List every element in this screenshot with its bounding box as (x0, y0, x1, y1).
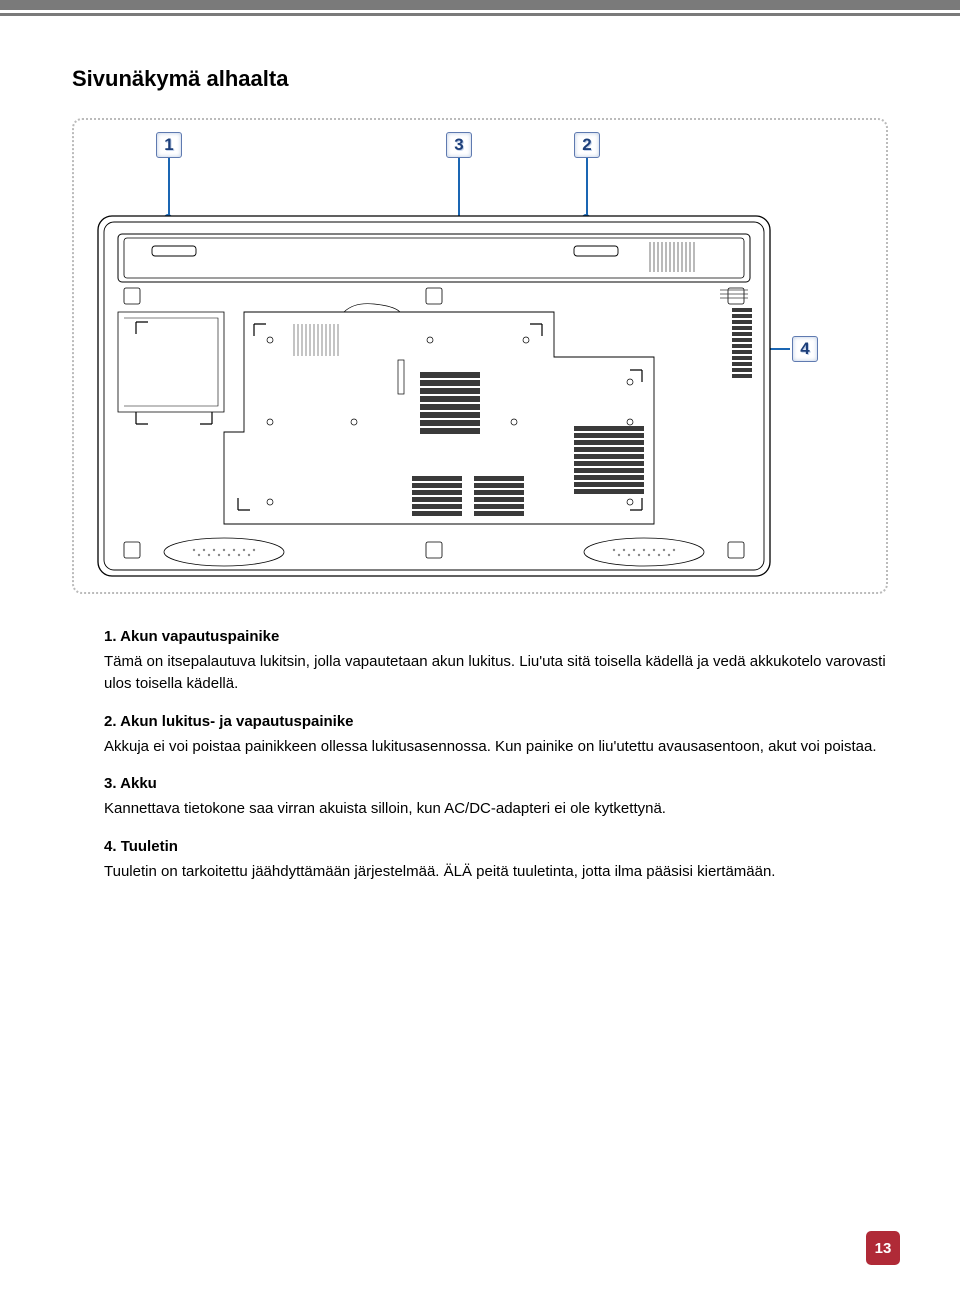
item-description: Akkuja ei voi poistaa painikkeen ollessa… (104, 736, 888, 758)
page-title: Sivunäkymä alhaalta (72, 66, 888, 92)
header-rule (0, 0, 960, 10)
item-heading: 2. Akun lukitus- ja vapautuspainike (104, 713, 888, 730)
leader-2 (586, 158, 588, 216)
callout-1: 1 (156, 132, 182, 158)
leader-3 (458, 158, 460, 218)
list-item: 3. Akku Kannettava tietokone saa virran … (104, 775, 888, 820)
callout-2: 2 (574, 132, 600, 158)
item-description: Tämä on itsepalautuva lukitsin, jolla va… (104, 651, 888, 695)
item-number: 3. (104, 775, 117, 792)
list-item: 4. Tuuletin Tuuletin on tarkoitettu jääh… (104, 838, 888, 883)
item-title: Akun lukitus- ja vapautuspainike (120, 713, 353, 730)
leader-1 (168, 158, 170, 216)
item-number: 1. (104, 628, 117, 645)
callout-badge-3: 3 (446, 132, 472, 158)
callout-badge-1: 1 (156, 132, 182, 158)
item-heading: 3. Akku (104, 775, 888, 792)
callout-4: 4 (792, 336, 818, 362)
callout-3: 3 (446, 132, 472, 158)
component-list: 1. Akun vapautuspainike Tämä on itsepala… (72, 628, 888, 883)
item-title: Akun vapautuspainike (120, 628, 279, 645)
item-description: Tuuletin on tarkoitettu jäähdyttämään jä… (104, 861, 888, 883)
list-item: 2. Akun lukitus- ja vapautuspainike Akku… (104, 713, 888, 758)
item-number: 2. (104, 713, 117, 730)
laptop-bottom-diagram (94, 212, 774, 582)
list-item: 1. Akun vapautuspainike Tämä on itsepala… (104, 628, 888, 695)
item-heading: 4. Tuuletin (104, 838, 888, 855)
item-description: Kannettava tietokone saa virran akuista … (104, 798, 888, 820)
diagram-container: 1 3 2 4 (72, 118, 888, 594)
item-heading: 1. Akun vapautuspainike (104, 628, 888, 645)
item-title: Tuuletin (121, 838, 178, 855)
item-title: Akku (120, 775, 157, 792)
page-number-badge: 13 (866, 1231, 900, 1265)
item-number: 4. (104, 838, 117, 855)
callout-badge-4: 4 (792, 336, 818, 362)
callout-badge-2: 2 (574, 132, 600, 158)
